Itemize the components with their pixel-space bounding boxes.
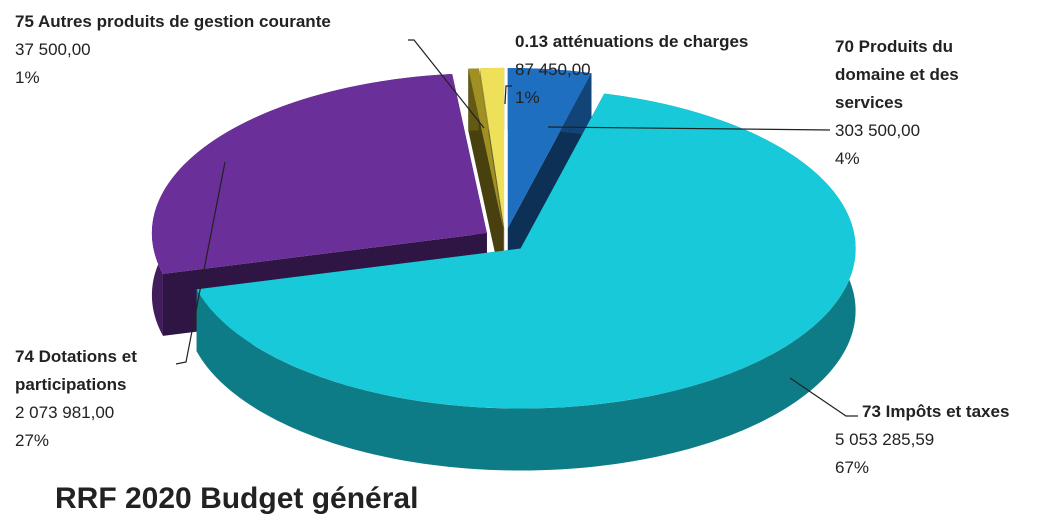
slice-name: 0.13 atténuations de charges [515, 32, 749, 51]
data-label: 73 Impôts et taxes 5 053 285,59 67% [835, 398, 1045, 482]
slice [479, 67, 505, 228]
slice-name: 70 Produits du domaine et des services [835, 37, 959, 112]
data-label: 0.13 atténuations de charges 87 450,00 1% [515, 28, 815, 112]
percent-label: 1% [15, 68, 40, 87]
slice-name: 75 Autres produits de gestion courante [15, 12, 331, 31]
leader-line [504, 85, 512, 105]
percent-label: 27% [15, 431, 50, 450]
value-label: 37 500,00 [15, 40, 91, 59]
data-label: 70 Produits du domaine et des services 30… [835, 33, 995, 173]
chart-title: RRF 2020 Budget général [55, 482, 419, 515]
value-label: 2 073 981,00 [15, 403, 115, 422]
percent-label: 4% [835, 149, 860, 168]
percent-label: 1% [515, 88, 540, 107]
value-label: 5 053 285,59 [835, 430, 935, 449]
slice-name: 73 Impôts et taxes [862, 402, 1010, 421]
leader-line [175, 161, 226, 365]
data-label: 74 Dotations et participations 2 073 981,… [15, 343, 185, 455]
slice-name: 74 Dotations et participations [15, 347, 137, 394]
value-label: 87 450,00 [515, 60, 591, 79]
value-label: 303 500,00 [835, 121, 921, 140]
slice [507, 67, 592, 228]
leader-line [547, 126, 831, 131]
slice [151, 73, 487, 274]
data-label: 75 Autres produits de gestion courante 37… [15, 8, 415, 92]
slice [468, 68, 504, 228]
slice [196, 93, 856, 409]
leader-line [408, 39, 485, 129]
pie [151, 67, 856, 471]
leader-line [789, 377, 858, 417]
percent-label: 67% [835, 458, 870, 477]
